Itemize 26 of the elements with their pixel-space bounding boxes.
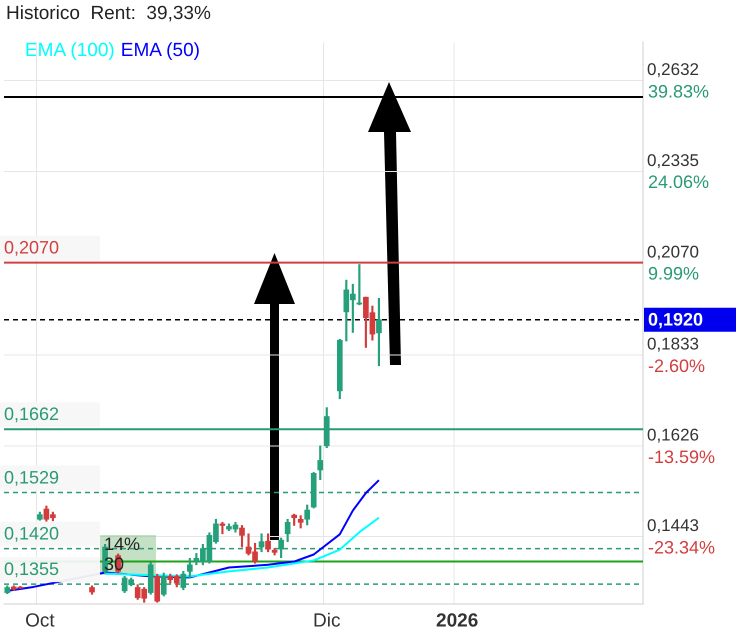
text: EMA (50) [120,40,200,62]
x-tick-label: Oct [25,610,56,632]
chart-title: Historico Rent: 39,33% [5,2,212,26]
text: 9.99% [648,264,700,284]
x-tick-label: 2026 [436,610,478,632]
y-tick-label: 0,2335 [647,150,699,170]
annotation: 14% [104,534,140,554]
text: -13.59% [648,446,716,467]
ref-line-label: 0,1420 [4,524,60,544]
y-tick-label: 0,2070 [647,242,699,262]
y-tick-label: 0,2632 [647,60,699,80]
text: 39.83% [648,81,710,102]
ref-line-label: 0,1662 [4,404,60,424]
y-tick-label: 0,1443 [647,516,699,536]
y-tick-label: 0,1833 [647,334,699,354]
text: -2.60% [648,356,706,376]
y-tick-label: 0,1626 [647,426,699,445]
text: -23.34% [648,537,716,558]
ref-line-label: 0,2070 [4,238,60,258]
ref-line-label: 0,1355 [4,559,60,580]
text: 24.06% [648,172,710,192]
ref-line-label: 0,1920 [648,310,704,330]
x-tick-label: Dic [313,610,340,632]
text: EMA (100) [25,40,115,62]
annotation: 30 [104,554,124,574]
ref-line-label: 0,1529 [4,467,60,488]
